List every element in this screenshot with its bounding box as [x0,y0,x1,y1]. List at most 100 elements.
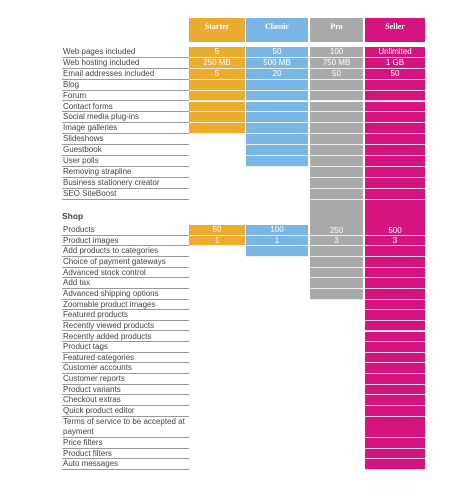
plan-cell [365,331,425,343]
row-label: Zoomable product images [62,300,189,311]
row-label: Recently added products [62,332,189,343]
row-label: Products [62,225,189,236]
row-label: Social media plug-ins [62,112,189,124]
plan-cell: 20 [246,68,308,80]
row-label: Add products to categories [62,246,189,257]
row-label: Image galleries [62,123,189,135]
plan-cell [365,459,425,470]
plan-cell [365,256,425,268]
plan-cell [246,90,308,102]
plan-cell [246,134,308,146]
row-label: Guestbook [62,145,189,156]
plan-cell [189,79,245,91]
plan-cell [365,156,425,167]
plan-cell [365,320,425,332]
row-label: User polls [62,156,189,167]
plan-cell [246,123,308,135]
row-label: Blog [62,80,189,91]
plan-cell [310,134,363,146]
plan-cell: 3 [310,235,363,247]
plan-cell [365,395,425,407]
plan-cell [310,278,363,289]
plan-cell [189,123,245,135]
plan-cell [246,101,308,113]
plan-cell: 1 [189,235,245,247]
plan-cell: 50 [310,68,363,80]
plan-cell [365,278,425,289]
column-header: Starter [189,18,245,42]
plan-cell [310,288,363,300]
plan-cell [365,101,425,113]
row-label: Advanced shipping options [62,289,189,300]
row-label: Product images [62,236,189,247]
plan-cell [365,188,425,200]
plan-cell: 500 [365,199,425,236]
row-label: Removing strapline [62,167,189,178]
plan-cell: 5 [189,68,245,80]
plan-cell: 250 MB [189,57,245,69]
plan-cell: 50 [246,47,308,58]
plan-cell [246,145,308,156]
row-label: Terms of service to be accepted at payme… [62,417,189,438]
row-label: SEO SiteBoost [62,189,189,200]
plan-cell: 50 [365,68,425,80]
plan-cell [310,145,363,156]
plan-cell: 100 [246,225,308,236]
row-label: Checkout extras [62,395,189,407]
section-title: Shop [62,211,84,221]
plan-cell: 5 [189,47,245,58]
plan-cell [365,267,425,279]
row-label: Auto messages [62,459,189,470]
plan-cell [365,299,425,311]
row-label: Advanced stock control [62,268,189,279]
plan-cell [365,352,425,364]
plan-cell [365,310,425,321]
plan-cell [365,79,425,91]
plan-cell [246,156,308,167]
row-label: Add tax [62,278,189,289]
row-label: Recently viewed products [62,321,189,332]
plan-cell: 250 [310,199,363,236]
plan-cell [365,166,425,178]
plan-cell [365,145,425,156]
column-header: Pro [310,18,363,42]
plan-cell [246,112,308,124]
plan-cell: 750 MB [310,57,363,69]
row-label: Choice of payment gateways [62,257,189,268]
row-label: Contact forms [62,102,189,113]
plan-cell [246,246,308,257]
plan-cell [365,406,425,417]
row-label: Email addresses included [62,69,189,80]
plan-cell [365,112,425,124]
plan-cell [365,177,425,189]
plan-cell [310,90,363,102]
plan-cell [365,342,425,353]
plan-cell: 1 GB [365,57,425,69]
row-label: Web pages included [62,47,189,58]
plan-cell [365,363,425,375]
plan-cell [310,188,363,200]
plan-cell [310,256,363,268]
column-header: Seller [365,18,425,42]
row-label: Product variants [62,385,189,396]
plan-cell [310,156,363,167]
plan-cell: 1 [246,235,308,247]
plan-cell: 500 MB [246,57,308,69]
plan-cell: Unlimited [365,47,425,58]
row-label: Featured products [62,310,189,321]
plan-cell [365,134,425,146]
plan-cell [310,267,363,279]
row-label: Customer reports [62,374,189,385]
plan-cell [365,448,425,460]
column-header: Classic [246,18,308,42]
plan-cell [189,112,245,124]
plan-cell [310,123,363,135]
plan-cell [310,112,363,124]
plan-cell [365,384,425,396]
plan-cell [189,101,245,113]
row-label: Price filters [62,438,189,449]
plan-cell [365,288,425,300]
plan-cell: 50 [189,225,245,236]
row-label: Customer accounts [62,363,189,375]
plan-cell [310,166,363,178]
